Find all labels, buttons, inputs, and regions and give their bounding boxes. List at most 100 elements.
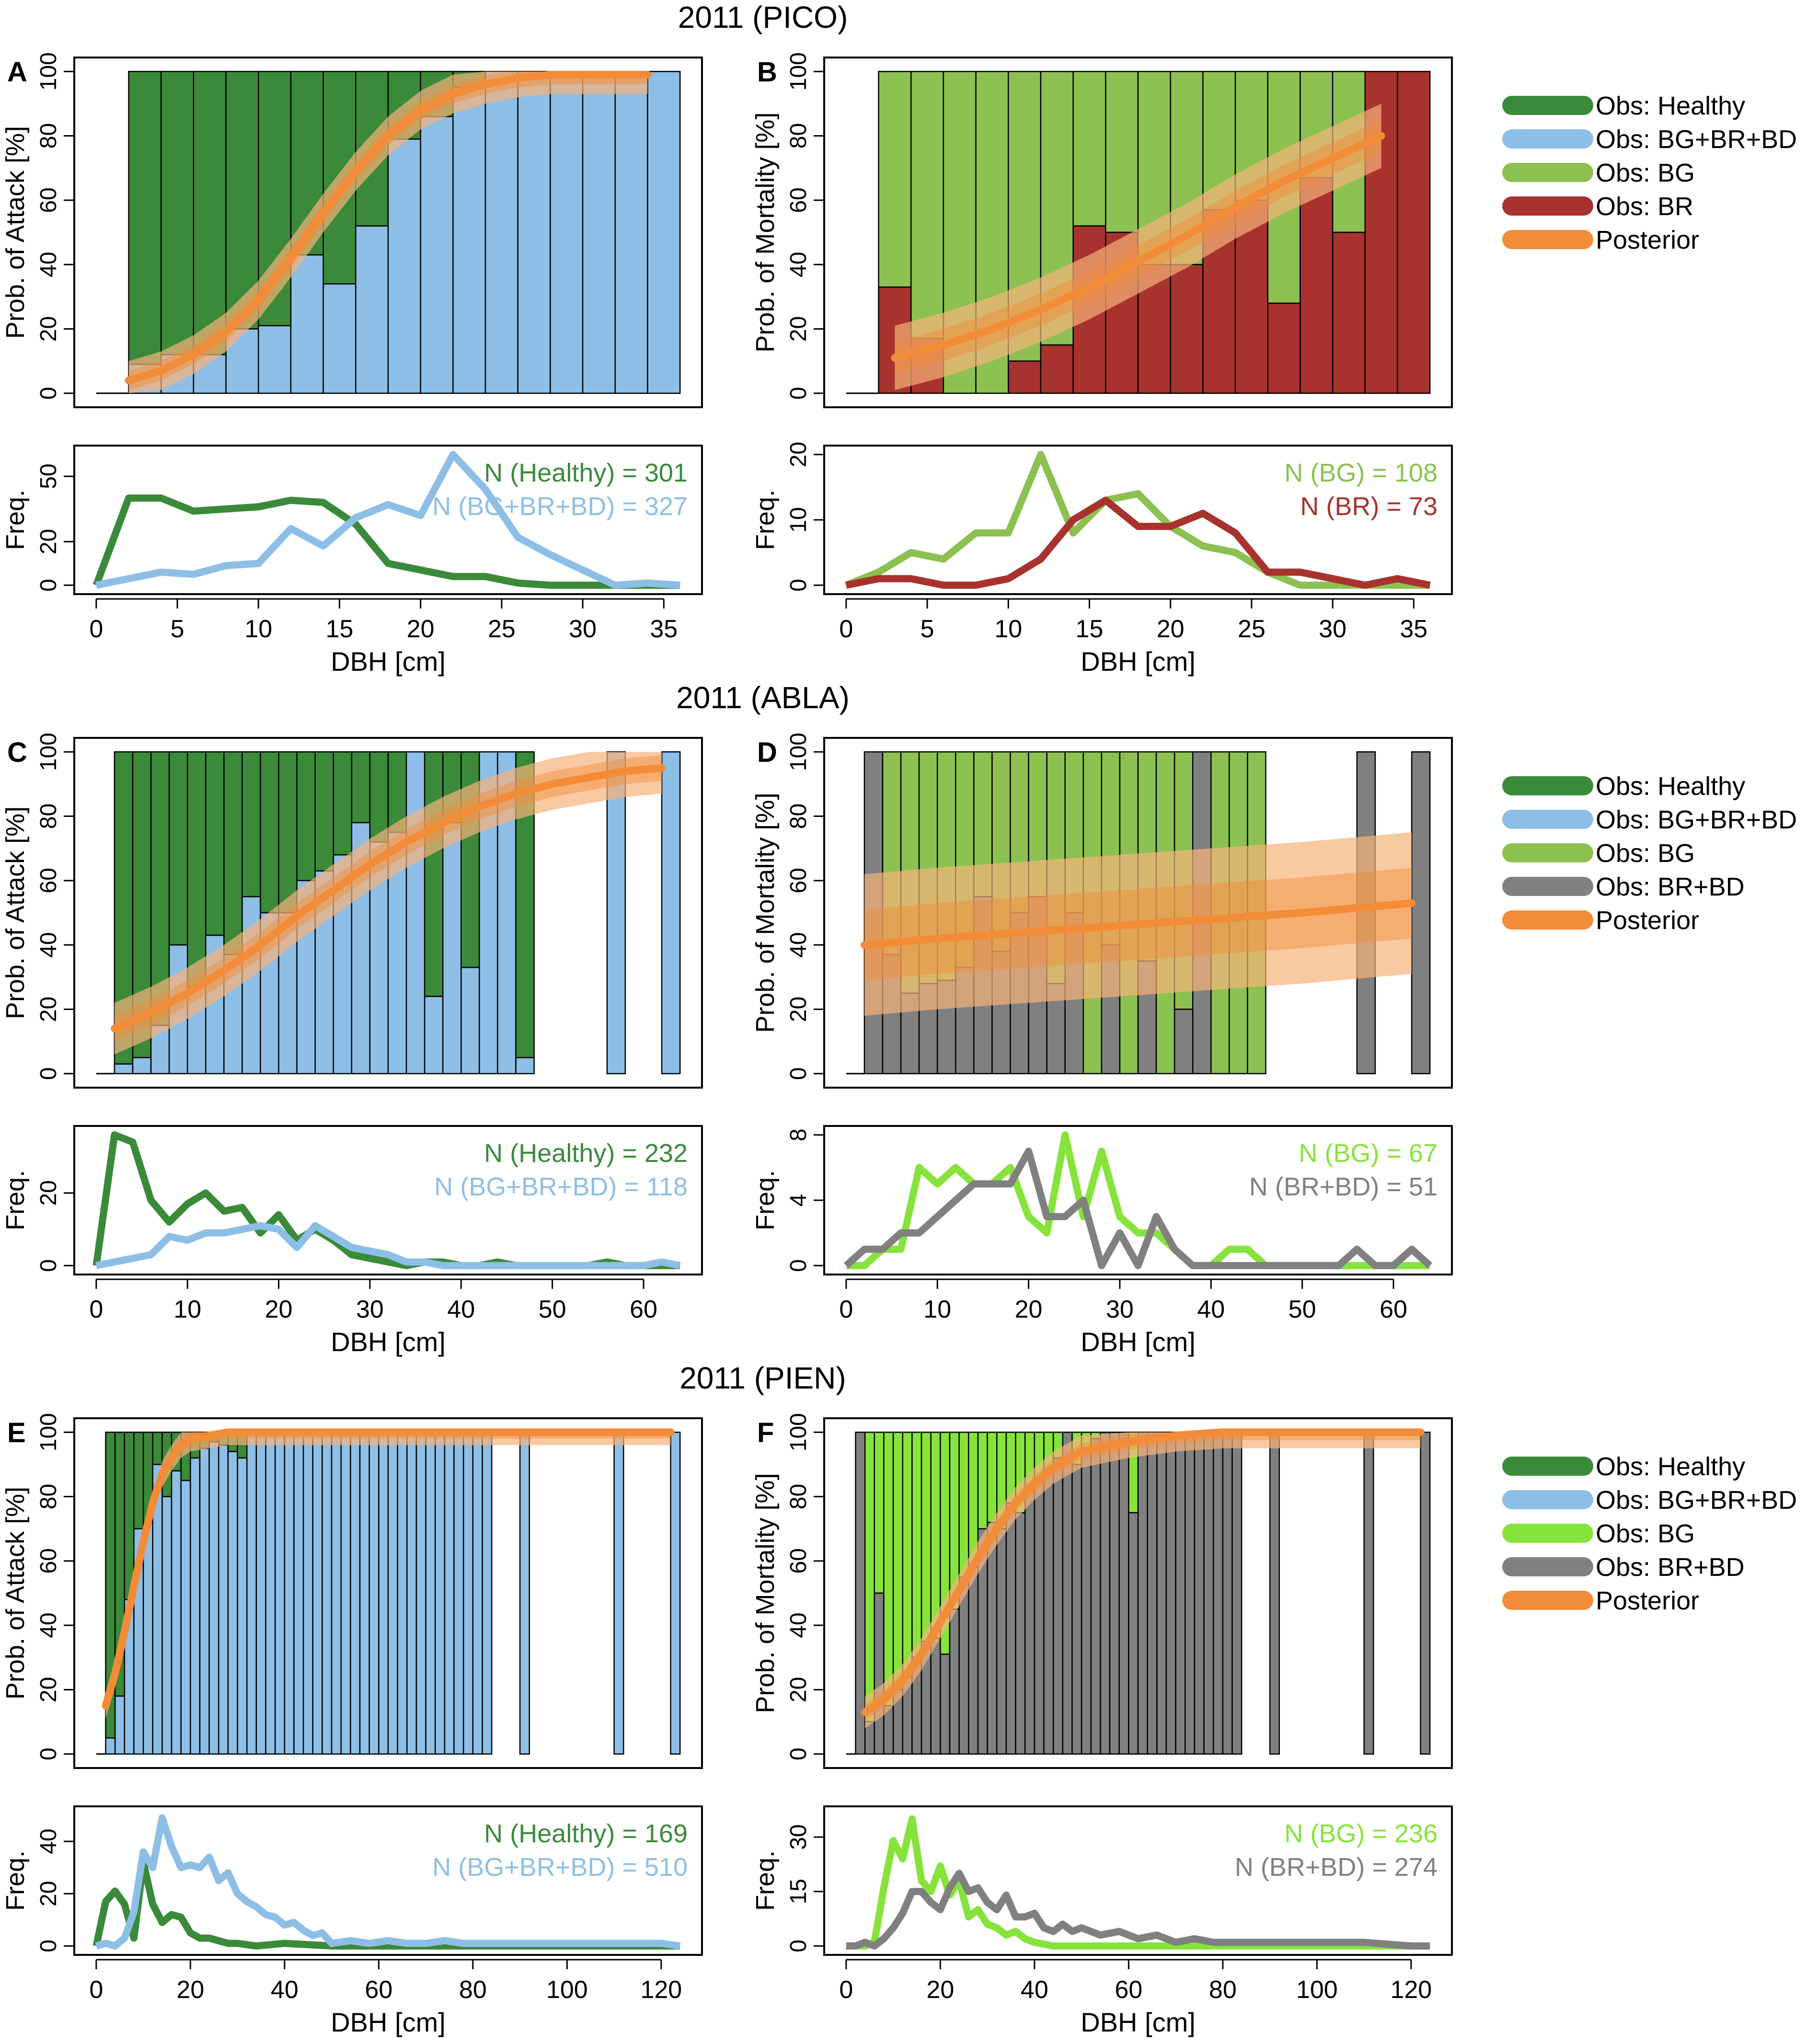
x-tick-label-g1-p2-5: 50 [539,1296,566,1323]
bar-lower-g1-p0-24 [661,751,681,1075]
panel-letter-g1-p1: D [757,737,777,768]
frame-g0-p1 [823,57,1453,408]
x-tick-label-g0-p2-7: 35 [650,615,678,643]
frame-g2-p0 [73,1417,703,1769]
bar-lower-g2-p0-34 [425,1431,436,1755]
y-tick-label-g2-p2-1: 20 [36,1881,61,1906]
bar-lower-g2-p0-1 [114,1695,126,1755]
x-tick-label-g2-p3-1: 20 [926,1976,954,2004]
x-tick-label-g1-p3-4: 40 [1197,1296,1225,1323]
bar-upper-g2-p1-1 [864,1431,875,1722]
bar-upper-g2-p1-5 [902,1431,913,1677]
x-tick-label-g2-p2-4: 80 [459,1976,487,2004]
x-tick-label-g0-p2-6: 30 [569,615,597,643]
bar-upper-g2-p0-5 [152,1431,163,1465]
bar-lower-g2-p1-36 [1194,1431,1205,1755]
bar-lower-g2-p0-17 [265,1431,276,1755]
freq-label-g0-p3-0: N (BG) = 108 [1284,459,1438,487]
bar-upper-g1-p0-3 [168,751,188,946]
bar-upper-g0-p1-6 [1072,70,1106,227]
frame-g1-p1 [823,737,1453,1089]
bar-lower-g2-p0-32 [406,1431,417,1755]
y-tick-label-g1-p1-0: 0 [786,1067,811,1080]
y-tick-label-g2-p3-0: 0 [786,1940,811,1952]
bar-lower-g2-p0-16 [255,1431,266,1755]
y-tick-label-g0-p0-5: 100 [36,52,61,91]
freq-line-g2-p3-1 [846,1870,1430,1950]
x-tick-label-g0-p3-0: 0 [839,615,853,643]
posterior-line-g2-p1 [861,1428,1425,1716]
y-tick-label-g0-p3-0: 0 [786,579,811,592]
freq-label-g1-p2-0: N (Healthy) = 232 [484,1139,688,1168]
y-tick-label-g1-p2-0: 0 [36,1259,61,1272]
y-axis-title-g1-p0: Prob. of Attack [%] [1,806,30,1019]
panel-letter-g2-p0: E [7,1417,26,1448]
y-axis-title-g0-p2: Freq. [1,490,30,550]
bar-lower-g0-p0-6 [322,283,357,394]
y-tick-label-g0-p2-2: 50 [36,463,61,489]
bar-lower-g2-p1-22 [1062,1431,1073,1755]
legend-label-1-1: Obs: BG+BR+BD [1596,805,1797,834]
bar-lower-g2-p1-10 [949,1608,960,1755]
x-tick-label-g1-p3-6: 60 [1380,1296,1407,1323]
x-tick-label-g0-p3-7: 35 [1400,615,1427,643]
freq-label-g2-p3-0: N (BG) = 236 [1284,1819,1438,1848]
panel-letter-g2-p1: F [757,1417,774,1448]
y-tick-label-g0-p0-1: 20 [36,316,61,342]
posterior-inner-band-g0-p1 [895,119,1381,374]
y-tick-label-g1-p2-1: 20 [36,1180,61,1206]
frame-g1-p2 [73,1125,703,1275]
bar-lower-g2-p1-9 [940,1654,951,1755]
freq-label-g0-p2-0: N (Healthy) = 301 [484,459,688,487]
bar-lower-g1-p0-22 [515,1056,535,1075]
bar-lower-g0-p0-10 [452,87,486,394]
y-tick-label-g2-p1-3: 60 [786,1548,811,1573]
x-tick-label-g1-p3-1: 10 [923,1296,951,1323]
x-tick-label-g0-p2-4: 20 [407,615,435,643]
bar-lower-g2-p1-42 [1363,1431,1374,1755]
panel-letter-g0-p0: A [7,57,27,88]
x-tick-label-g0-p2-5: 25 [488,615,516,643]
bar-upper-g2-p1-6 [911,1431,922,1658]
bar-upper-g2-p1-4 [892,1431,903,1690]
y-tick-label-g0-p0-3: 60 [36,187,61,213]
x-tick-label-g1-p2-0: 0 [89,1296,103,1323]
posterior-inner-band-g1-p0 [114,755,662,1042]
y-tick-label-g1-p1-5: 100 [786,733,811,771]
bar-lower-g2-p1-30 [1137,1431,1148,1755]
legend-label-1-2: Obs: BG [1596,839,1695,868]
bar-upper-g2-p1-2 [874,1431,885,1594]
bar-lower-g0-p0-9 [420,115,454,394]
legend-label-2-2: Obs: BG [1596,1519,1695,1548]
x-tick-label-g0-p2-1: 5 [171,615,184,643]
bar-lower-g2-p1-8 [930,1637,941,1755]
freq-label-g1-p2-1: N (BG+BR+BD) = 118 [434,1172,688,1201]
bar-lower-g2-p0-36 [444,1431,455,1755]
x-tick-label-g1-p3-3: 30 [1106,1296,1134,1323]
bar-lower-g2-p1-27 [1109,1431,1120,1755]
x-axis-title-g0-p2: DBH [cm] [331,646,446,677]
bar-lower-g2-p0-26 [350,1431,361,1755]
bar-lower-g2-p1-39 [1222,1431,1233,1755]
bar-lower-g0-p1-14 [1332,231,1366,394]
x-tick-label-g0-p2-3: 15 [326,615,354,643]
panel-g0-p2: N (Healthy) = 301 N (BG+BR+BD) = 327 0 5 10 1… [1,445,703,677]
bar-lower-g0-p1-12 [1267,302,1301,394]
bar-lower-g2-p0-6 [161,1496,173,1755]
x-tick-label-g1-p2-6: 60 [630,1296,657,1323]
y-axis-title-g2-p2: Freq. [1,1850,30,1911]
bar-lower-g1-p0-1 [132,1056,152,1075]
group-title-abla: 2011 (ABLA) [676,680,850,715]
bar-lower-g1-p1-23 [1411,751,1431,1075]
bar-upper-g1-p0-14 [369,751,389,843]
x-axis-title-g0-p3: DBH [cm] [1081,646,1196,677]
bar-lower-g0-p1-9 [1170,264,1204,394]
y-tick-label-g0-p1-5: 100 [786,52,811,91]
x-tick-label-g0-p3-1: 5 [921,615,934,643]
bar-lower-g2-p0-7 [171,1470,182,1755]
legend-label-2-3: Obs: BR+BD [1596,1553,1745,1582]
posterior-band-g1-p0 [114,752,662,1055]
bar-lower-g2-p1-26 [1100,1431,1111,1755]
bar-lower-g1-p0-19 [460,966,480,1075]
